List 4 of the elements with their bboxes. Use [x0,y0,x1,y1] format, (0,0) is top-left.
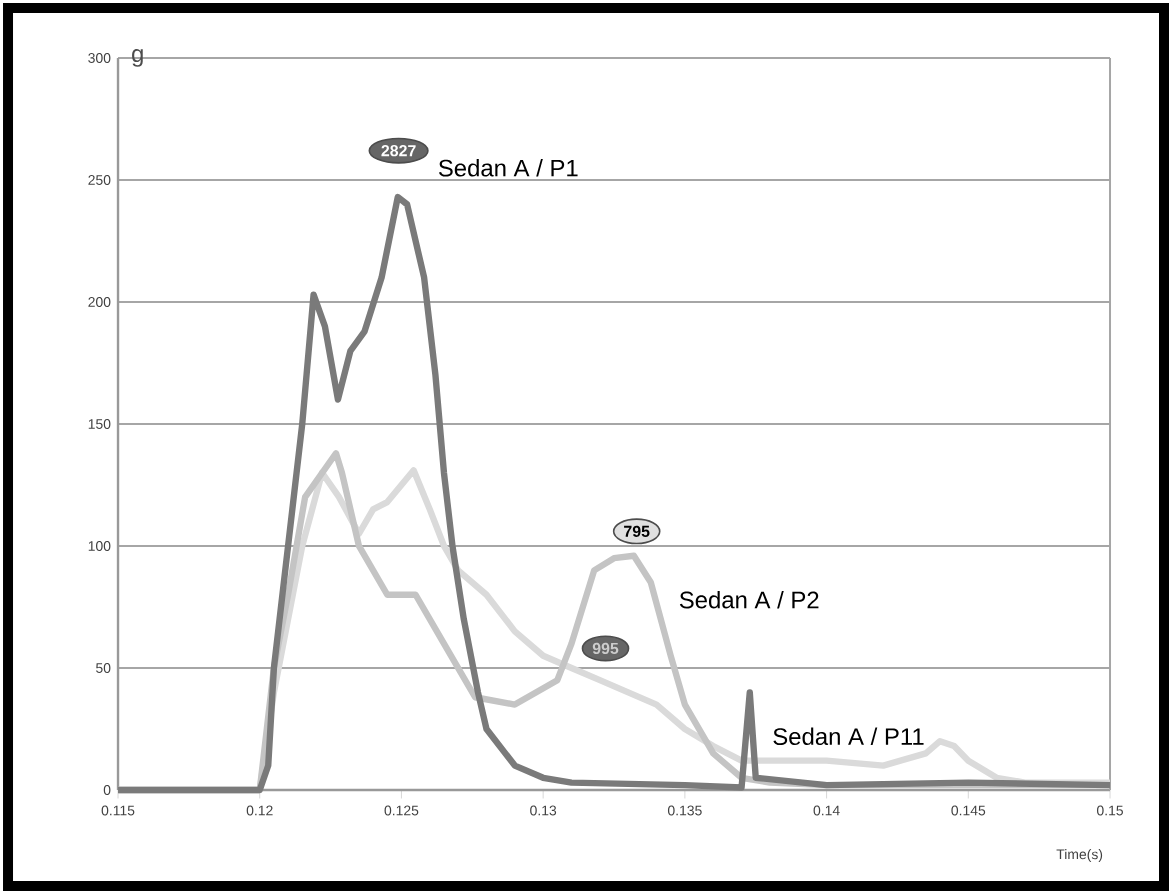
y-axis-title: g [132,49,143,67]
series-label: Sedan A / P1 [438,159,578,177]
series-label: Sedan A / P11 [773,727,924,746]
series-label: Sedan A / P2 [679,590,819,609]
